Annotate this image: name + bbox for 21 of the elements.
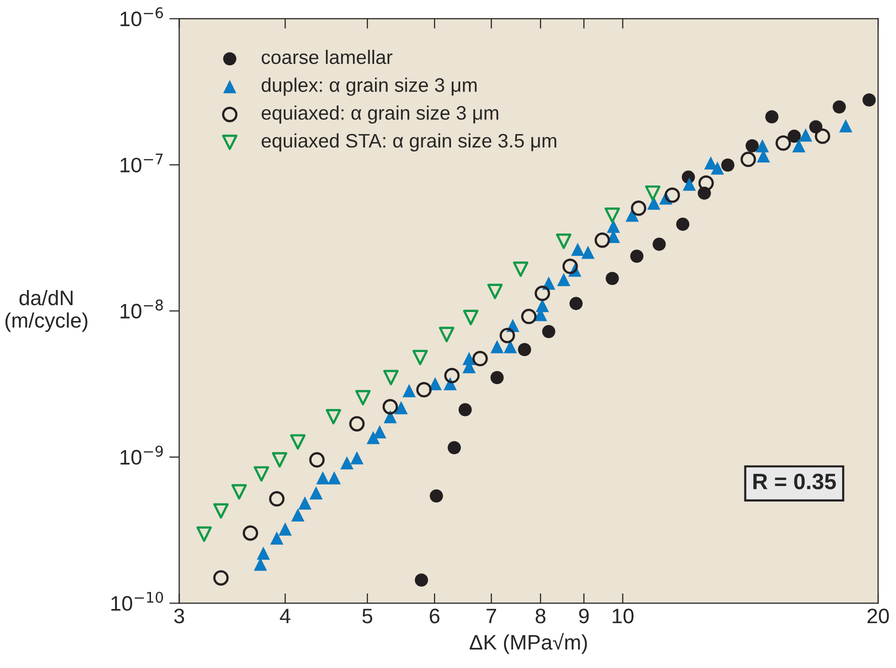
x-tick-label: 20 [868, 608, 889, 624]
x-tick-label: 6 [430, 608, 440, 624]
y-tick-label: 10$^{−10}$ [111, 592, 164, 611]
y-tick-label: 10$^{−7}$ [120, 154, 163, 172]
x-tick-label: 8 [536, 608, 546, 624]
annotation: R = 0.35 [753, 474, 836, 490]
y-axis-title: da/dN (m/cycle) [5, 290, 88, 332]
x-tick-label: 3 [174, 608, 184, 624]
legend-label: duplex: α grain size 3 μm [262, 78, 477, 96]
x-tick-label: 4 [280, 608, 290, 624]
legend-label: coarse lamellar [262, 50, 392, 64]
x-tick-label: 5 [362, 608, 372, 624]
x-tick-label: 7 [486, 608, 496, 624]
legend-label: equiaxed: α grain size 3 μm [262, 106, 498, 124]
legend-label: equiaxed STA: α grain size 3.5 μm [262, 133, 556, 152]
y-tick-label: 10$^{−9}$ [120, 446, 163, 465]
x-tick-label: 9 [579, 608, 589, 624]
y-tick-label: 10$^{−8}$ [120, 300, 163, 319]
x-axis-title: ΔK (MPa√m) [470, 633, 587, 654]
y-tick-label: 10$^{−6}$ [120, 7, 163, 26]
x-tick-label: 10 [612, 608, 634, 624]
